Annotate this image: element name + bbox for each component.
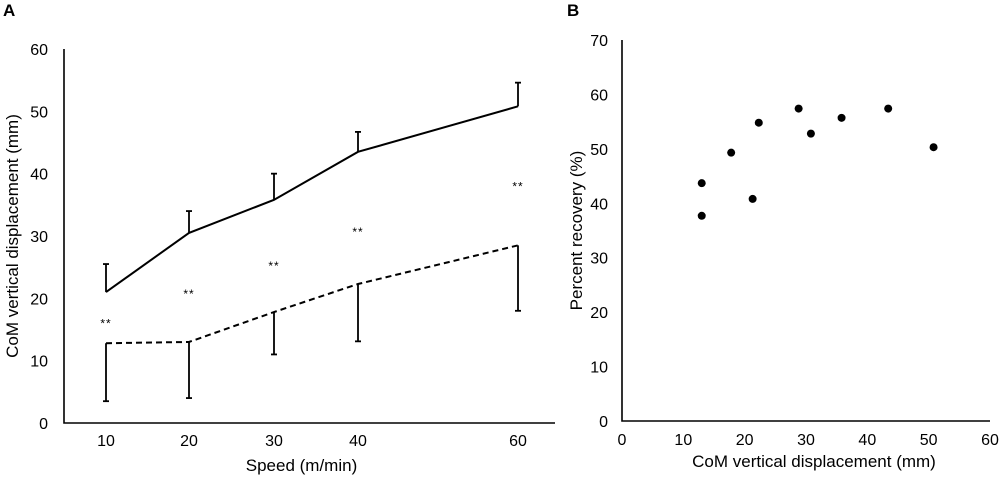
y-tick-label: 60 — [30, 42, 48, 59]
scatter-point — [929, 143, 938, 152]
y-tick-label: 20 — [30, 291, 48, 308]
x-tick-label: 30 — [797, 432, 815, 449]
significance-marker: ** — [268, 259, 279, 273]
y-tick-label: 10 — [590, 360, 608, 377]
axes-b — [621, 40, 990, 422]
y-axis-label: CoM vertical displacement (mm) — [3, 114, 22, 358]
y-tick-label: 30 — [590, 251, 608, 268]
scatter-point — [754, 118, 763, 127]
axes-a — [63, 49, 555, 424]
y-tick-label: 0 — [39, 416, 48, 433]
scatter-point — [697, 211, 706, 220]
panel-b: B 0 10 20 30 40 50 60 70 0 10 20 30 40 50 60 CoM vertica… — [567, 1, 999, 471]
x-tick-label: 20 — [180, 433, 198, 450]
scatter-point — [748, 194, 757, 203]
scatter-point — [794, 104, 803, 113]
y-tick-label: 20 — [590, 305, 608, 322]
scatter-point — [837, 113, 846, 122]
y-tick-label: 50 — [30, 104, 48, 121]
y-tick-label: 50 — [590, 142, 608, 159]
x-axis-label: Speed (m/min) — [246, 456, 357, 475]
series-line-lower — [105, 244, 519, 345]
significance-marker: ** — [512, 179, 523, 193]
y-axis-label: Percent recovery (%) — [567, 151, 586, 311]
x-tick-label: 40 — [349, 433, 367, 450]
x-axis-label: CoM vertical displacement (mm) — [692, 452, 936, 471]
scatter-point — [697, 179, 706, 188]
y-tick-label: 10 — [30, 354, 48, 371]
x-tick-label: 20 — [736, 432, 754, 449]
panel-label-b: B — [567, 1, 579, 20]
x-tick-label: 10 — [97, 433, 115, 450]
y-tick-label: 30 — [30, 229, 48, 246]
series-line-upper — [105, 105, 519, 293]
scatter-point — [727, 148, 736, 157]
panel-a: A 0 10 20 30 40 50 60 10 20 30 40 60 Speed (m/min) CoM… — [3, 1, 555, 475]
y-tick-label: 40 — [30, 167, 48, 184]
x-tick-label: 0 — [618, 432, 627, 449]
y-tick-label: 40 — [590, 196, 608, 213]
x-tick-label: 60 — [509, 433, 527, 450]
y-tick-label: 0 — [599, 414, 608, 431]
scatter-point — [806, 129, 815, 138]
x-tick-label: 30 — [265, 433, 283, 450]
x-tick-label: 60 — [981, 432, 999, 449]
significance-marker: ** — [183, 287, 194, 301]
y-tick-label: 60 — [590, 87, 608, 104]
panel-label-a: A — [3, 1, 15, 20]
x-tick-label: 10 — [674, 432, 692, 449]
x-tick-label: 50 — [920, 432, 938, 449]
y-tick-label: 70 — [590, 33, 608, 50]
significance-marker: ** — [352, 225, 363, 239]
significance-marker: ** — [100, 316, 111, 330]
x-tick-label: 40 — [858, 432, 876, 449]
scatter-point — [884, 104, 893, 113]
